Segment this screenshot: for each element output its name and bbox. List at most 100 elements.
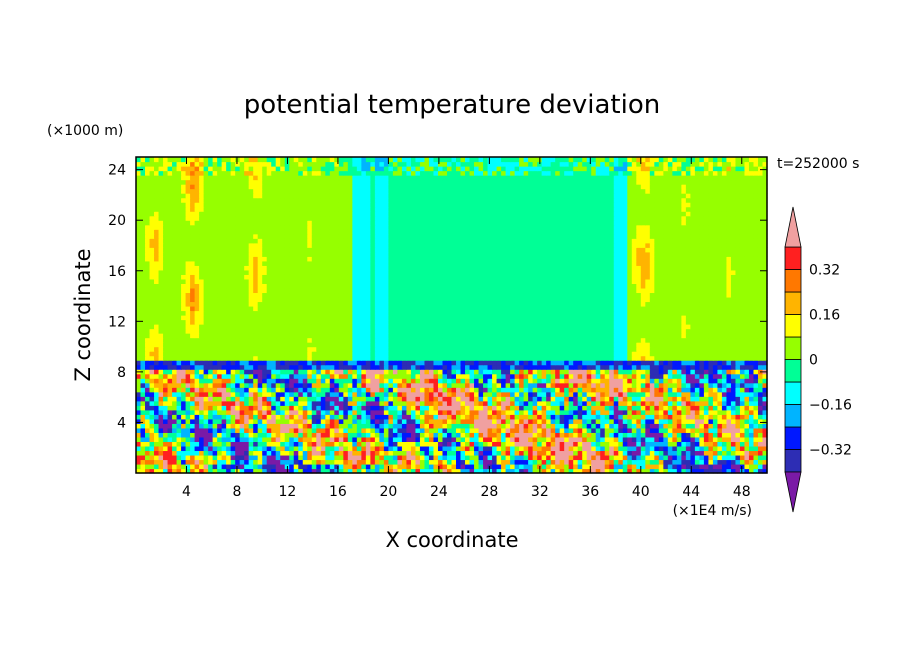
contour-cell bbox=[663, 355, 669, 361]
contour-cell bbox=[568, 364, 574, 370]
contour-cell bbox=[167, 400, 173, 406]
contour-cell bbox=[564, 468, 570, 474]
contour-cell bbox=[744, 396, 750, 402]
contour-cell bbox=[676, 382, 682, 388]
contour-cell bbox=[298, 418, 304, 424]
contour-cell bbox=[537, 382, 543, 388]
contour-cell bbox=[757, 342, 764, 348]
contour-cell bbox=[708, 360, 714, 366]
contour-cell bbox=[424, 454, 430, 461]
contour-cell bbox=[167, 432, 173, 438]
contour-cell bbox=[235, 315, 241, 321]
contour-cell bbox=[316, 328, 322, 334]
contour-cell bbox=[532, 432, 538, 438]
contour-cell bbox=[546, 441, 552, 447]
contour-cell bbox=[519, 315, 525, 321]
contour-cell bbox=[559, 423, 565, 429]
contour-cell bbox=[361, 450, 367, 456]
contour-cell bbox=[302, 441, 308, 447]
contour-cell bbox=[541, 391, 547, 397]
contour-cell bbox=[492, 360, 498, 366]
contour-cell bbox=[271, 337, 277, 343]
contour-cell bbox=[235, 409, 241, 415]
contour-cell bbox=[419, 450, 426, 456]
contour-cell bbox=[343, 355, 349, 361]
contour-cell bbox=[329, 387, 335, 393]
contour-cell bbox=[428, 369, 435, 375]
contour-cell bbox=[271, 400, 277, 406]
contour-cell bbox=[465, 387, 471, 393]
contour-cell bbox=[203, 445, 209, 452]
contour-cell bbox=[523, 337, 529, 343]
contour-cell bbox=[221, 324, 227, 330]
contour-cell bbox=[573, 427, 579, 433]
contour-cell bbox=[176, 355, 182, 361]
contour-cell bbox=[690, 360, 696, 366]
contour-cell bbox=[451, 387, 457, 393]
contour-cell bbox=[388, 427, 394, 433]
contour-cell bbox=[266, 337, 272, 343]
contour-cell bbox=[280, 463, 286, 470]
contour-cell bbox=[600, 342, 606, 348]
contour-cell bbox=[415, 333, 421, 339]
contour-cell bbox=[383, 378, 390, 384]
contour-cell bbox=[181, 454, 187, 461]
contour-cell bbox=[406, 414, 412, 420]
contour-cell bbox=[374, 400, 380, 406]
contour-cell bbox=[492, 463, 498, 470]
contour-cell bbox=[176, 423, 182, 429]
contour-cell bbox=[478, 360, 484, 366]
contour-cell bbox=[627, 351, 633, 357]
contour-cell bbox=[667, 387, 673, 393]
contour-cell bbox=[271, 387, 277, 393]
contour-cell bbox=[410, 337, 417, 343]
contour-cell bbox=[320, 409, 326, 415]
contour-cell bbox=[172, 409, 178, 415]
contour-cell bbox=[568, 342, 574, 348]
contour-cell bbox=[392, 369, 399, 375]
contour-cell bbox=[271, 346, 277, 352]
contour-cell bbox=[235, 328, 241, 334]
contour-cell bbox=[248, 463, 254, 470]
contour-cell bbox=[212, 328, 218, 334]
contour-cell bbox=[618, 459, 624, 465]
contour-cell bbox=[604, 346, 610, 352]
contour-cell bbox=[136, 373, 142, 379]
contour-cell bbox=[208, 337, 214, 343]
contour-cell bbox=[401, 382, 408, 388]
contour-cell bbox=[374, 355, 380, 361]
contour-cell bbox=[609, 360, 615, 366]
contour-cell bbox=[726, 423, 732, 429]
contour-cell bbox=[744, 391, 750, 397]
contour-cell bbox=[532, 418, 538, 424]
contour-cell bbox=[356, 310, 362, 316]
contour-cell bbox=[320, 414, 326, 420]
contour-cell bbox=[158, 373, 164, 379]
contour-cell bbox=[618, 373, 624, 379]
contour-cell bbox=[510, 414, 516, 420]
contour-cell bbox=[636, 346, 642, 352]
contour-cell bbox=[514, 468, 520, 474]
contour-cell bbox=[307, 396, 313, 402]
contour-cell bbox=[347, 445, 353, 452]
contour-cell bbox=[275, 351, 281, 357]
contour-cell bbox=[460, 364, 466, 370]
contour-cell bbox=[658, 405, 664, 411]
contour-cell bbox=[275, 382, 281, 388]
contour-cell bbox=[379, 337, 385, 343]
contour-cell bbox=[739, 333, 746, 339]
contour-cell bbox=[190, 319, 196, 325]
contour-cell bbox=[428, 373, 435, 379]
contour-cell bbox=[347, 409, 353, 415]
contour-cell bbox=[136, 360, 142, 366]
contour-cell bbox=[537, 423, 543, 429]
contour-cell bbox=[717, 450, 723, 456]
contour-cell bbox=[514, 378, 520, 384]
contour-cell bbox=[667, 382, 673, 388]
contour-cell bbox=[325, 364, 331, 370]
contour-cell bbox=[658, 432, 664, 438]
contour-cell bbox=[730, 400, 737, 406]
contour-cell bbox=[757, 337, 764, 343]
contour-cell bbox=[555, 468, 561, 474]
contour-cell bbox=[618, 396, 624, 402]
